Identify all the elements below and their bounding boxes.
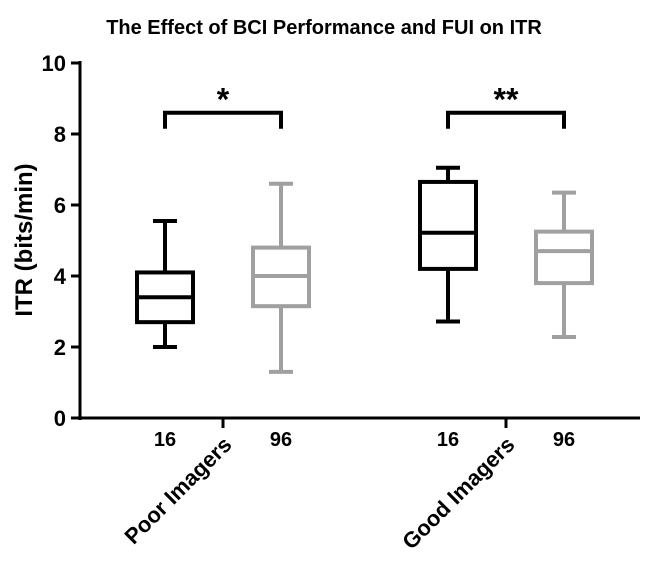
chart-title: The Effect of BCI Performance and FUI on… [106,17,542,39]
significance-bracket [446,110,566,129]
y-axis-label: ITR (bits/min) [11,163,38,316]
y-tick-label: 2 [54,335,66,360]
box [418,179,478,271]
significance-label: * [217,82,230,118]
x-tick-label: 96 [270,429,292,451]
y-tick-label: 10 [42,51,66,76]
x-tick-label: 16 [437,429,459,451]
y-tick-label: 0 [54,406,66,431]
x-tick-label: 16 [154,429,176,451]
y-tick-label: 6 [54,193,66,218]
y-tick-label: 8 [54,122,66,147]
x-tick-label: 96 [553,429,575,451]
significance-label: ** [494,82,519,118]
box [534,229,594,286]
significance-bracket [163,110,283,129]
group-label: Poor Imagers [119,432,236,549]
y-tick-label: 4 [54,264,67,289]
